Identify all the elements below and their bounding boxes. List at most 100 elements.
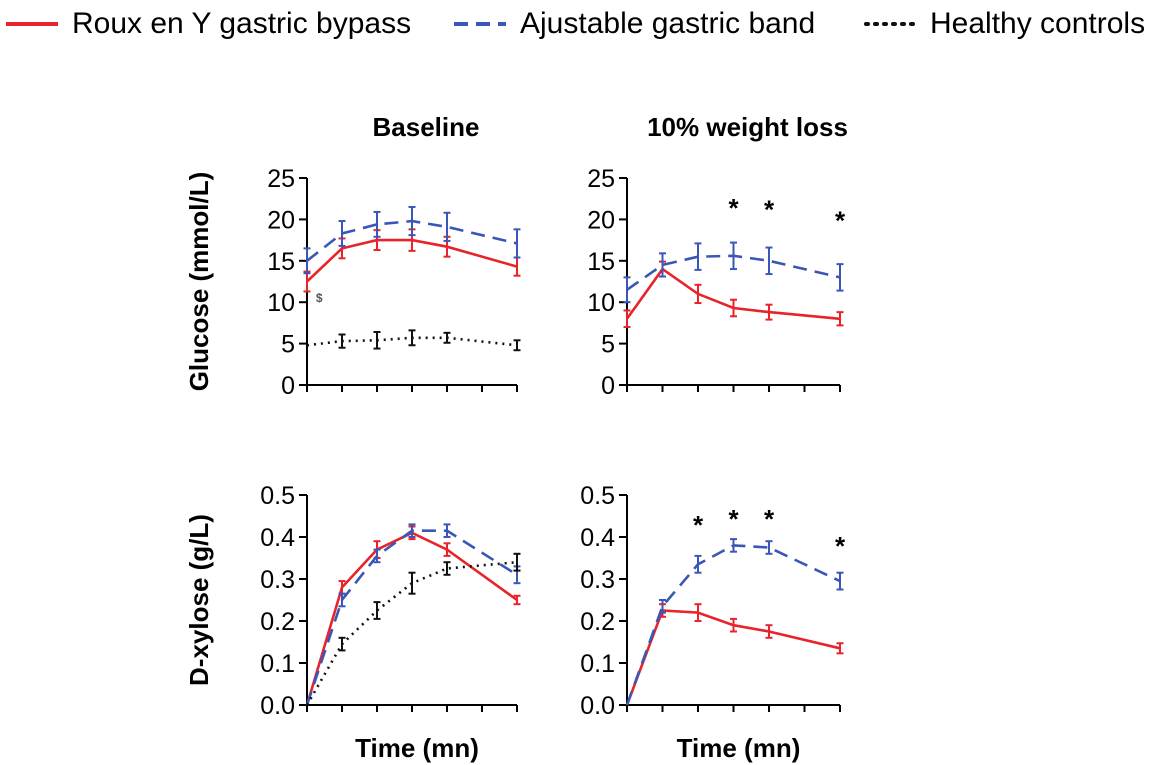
y-tick-label: 10	[267, 289, 295, 317]
error-bar-agb	[443, 523, 451, 538]
y-tick-label: 15	[587, 248, 615, 276]
error-bar-rygb	[730, 298, 737, 318]
y-tick-label: 5	[601, 331, 615, 359]
x-axis-label: Time (mn)	[355, 733, 479, 763]
significance-star: *	[693, 510, 704, 540]
y-tick-label: 10	[587, 289, 615, 317]
y-tick-label: 0.1	[580, 650, 615, 678]
error-bar-rygb	[765, 303, 773, 321]
legend: Roux en Y gastric bypass Ajustable gastr…	[0, 4, 1168, 44]
error-bar-hc	[338, 636, 346, 652]
series-line-rygb	[306, 238, 518, 283]
series-rygb	[303, 228, 521, 293]
error-bar-rygb	[623, 309, 631, 329]
error-bar-rygb	[443, 542, 451, 557]
series-line-hc	[305, 560, 518, 706]
y-tick-label: 0.3	[580, 566, 615, 594]
error-bar-agb	[408, 523, 416, 538]
significance-star: *	[835, 531, 846, 561]
error-bar-hc	[443, 331, 451, 344]
error-bar-agb	[373, 210, 381, 238]
error-bar-hc	[373, 601, 381, 620]
y-tick-label: 0.4	[260, 524, 295, 552]
significance-star: *	[728, 504, 739, 534]
y-tick-label: 0.0	[260, 692, 295, 720]
error-bar-rygb	[694, 603, 702, 622]
panel-title: 10% weight loss	[647, 112, 848, 142]
y-tick-label: 20	[267, 206, 295, 234]
error-bar-hc	[513, 339, 521, 352]
series-line-rygb	[305, 531, 518, 706]
error-bar-hc	[408, 329, 416, 347]
error-bar-hc	[513, 552, 521, 572]
y-tick-label: 5	[281, 331, 295, 359]
series-rygb	[625, 603, 844, 706]
error-bar-rygb	[836, 311, 844, 327]
error-bar-hc	[408, 571, 416, 595]
panel-3: 0.0 0.1 0.2 0.3 0.4 0.5 D-xylose (g/L) Time (mn…	[184, 482, 521, 763]
error-bar-agb	[730, 241, 737, 271]
series-agb	[623, 241, 844, 304]
y-tick-label: 0.1	[260, 650, 295, 678]
y-tick-label: 15	[267, 248, 295, 276]
legend-swatch-hc	[864, 22, 916, 26]
error-bar-agb	[338, 220, 346, 247]
x-axis-label: Time (mn)	[677, 733, 801, 763]
significance-star: *	[764, 194, 775, 224]
series-hc	[305, 552, 521, 706]
error-bar-agb	[623, 276, 631, 304]
series-line-rygb	[625, 267, 841, 321]
panel-title: Baseline	[373, 112, 480, 142]
error-bar-agb	[765, 540, 773, 555]
series-agb	[305, 523, 521, 706]
dollar-annotation: $	[316, 291, 323, 305]
legend-label-agb: Ajustable gastric band	[520, 7, 816, 40]
series-rygb	[623, 260, 844, 329]
y-tick-label: 0.5	[580, 482, 615, 510]
series-line-rygb	[625, 609, 841, 706]
significance-star: *	[728, 193, 739, 223]
error-bar-hc	[373, 331, 381, 350]
error-bar-agb	[373, 548, 381, 564]
error-bar-agb	[730, 538, 737, 553]
error-bar-agb	[443, 211, 451, 242]
error-bar-agb	[659, 599, 666, 614]
legend-item-rygb: Roux en Y gastric bypass	[4, 4, 411, 44]
error-bar-agb	[408, 205, 416, 237]
error-bar-hc	[338, 333, 346, 349]
y-tick-label: 0.5	[260, 482, 295, 510]
y-axis-label: Glucose (mmol/L)	[184, 172, 214, 392]
error-bar-agb	[836, 571, 844, 591]
error-bar-rygb	[765, 624, 773, 639]
error-bar-agb	[694, 242, 702, 271]
series-line-agb	[306, 219, 518, 262]
y-tick-label: 0.2	[580, 608, 615, 636]
y-tick-label: 25	[587, 165, 615, 193]
legend-label-hc: Healthy controls	[930, 7, 1146, 40]
legend-swatch-agb	[454, 22, 506, 26]
error-bar-agb	[765, 246, 773, 276]
error-bar-agb	[303, 247, 311, 275]
series-line-agb	[305, 529, 518, 706]
series-agb	[303, 205, 521, 275]
series-line-agb	[625, 544, 841, 706]
panel-4: 0.0 0.1 0.2 0.3 0.4 0.5 Time (mn) * * * *	[580, 482, 846, 763]
error-bar-rygb	[694, 283, 702, 305]
significance-star: *	[835, 205, 846, 235]
y-tick-label: 0	[281, 372, 295, 400]
error-bar-hc	[443, 561, 451, 576]
error-bar-rygb	[513, 594, 521, 606]
legend-item-hc: Healthy controls	[862, 4, 1145, 44]
legend-item-agb: Ajustable gastric band	[452, 4, 815, 44]
series-hc	[306, 329, 521, 352]
series-rygb	[305, 525, 521, 706]
error-bar-agb	[836, 263, 844, 292]
panel-2: 0 5 10 15 20 25 10% weight loss * * *	[587, 112, 848, 400]
legend-label-rygb: Roux en Y gastric bypass	[72, 7, 412, 40]
y-tick-label: 25	[267, 165, 295, 193]
y-tick-label: 0.3	[260, 566, 295, 594]
series-agb	[625, 538, 844, 706]
panel-1: 0 5 10 15 20 25 Baseline Glucose (mmol/L) $	[184, 112, 521, 400]
